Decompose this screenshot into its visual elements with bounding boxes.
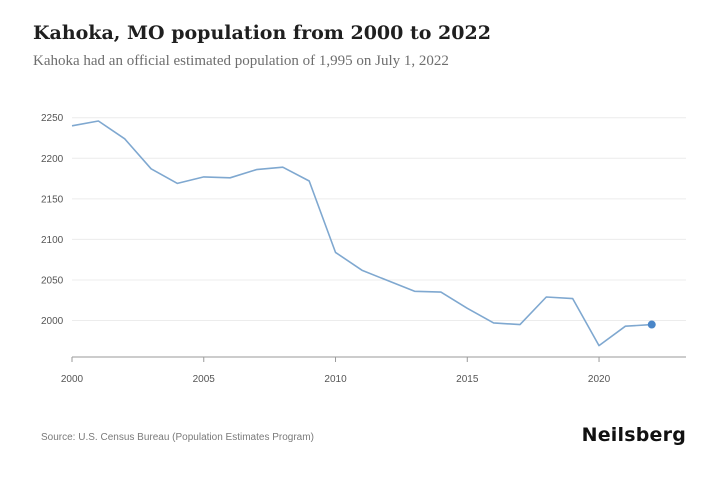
data-point-2000 — [70, 124, 74, 128]
series-line-0 — [71, 120, 652, 347]
latest-value-marker — [647, 320, 656, 329]
y-tick-label-2200: 2200 — [41, 154, 64, 165]
data-point-2007 — [254, 168, 258, 172]
source-note: Source: U.S. Census Bureau (Population E… — [41, 432, 314, 443]
data-point-2008 — [281, 165, 285, 169]
data-point-2012 — [386, 279, 390, 283]
x-tick-label-2020: 2020 — [588, 374, 611, 385]
y-tick-label-2050: 2050 — [41, 275, 64, 286]
brand-logo: Neilsberg — [581, 424, 686, 446]
data-point-2004 — [175, 181, 179, 185]
data-point-2017 — [518, 323, 522, 327]
data-point-2002 — [123, 137, 127, 141]
grid-lines — [72, 117, 686, 322]
y-tick-label-2150: 2150 — [41, 194, 64, 205]
data-point-2021 — [623, 324, 627, 328]
y-tick-label-2000: 2000 — [41, 316, 64, 327]
chart-title: Kahoka, MO population from 2000 to 2022 — [33, 22, 491, 44]
x-tick-label-2010: 2010 — [324, 374, 347, 385]
data-point-2010 — [334, 250, 338, 254]
x-tick-label-2015: 2015 — [456, 374, 479, 385]
y-tick-label-2250: 2250 — [41, 113, 64, 124]
data-point-2014 — [439, 290, 443, 294]
data-point-2001 — [96, 119, 100, 123]
data-point-2018 — [544, 295, 548, 299]
y-axis-ticks: 2000 2050 2100 2150 2200 2250 — [41, 113, 64, 327]
data-point-2005 — [202, 175, 206, 179]
x-tick-label-2000: 2000 — [61, 374, 84, 385]
data-point-2009 — [307, 179, 311, 183]
y-tick-label-2100: 2100 — [41, 235, 64, 246]
data-point-2019 — [571, 297, 575, 301]
data-point-2006 — [228, 176, 232, 180]
data-point-2015 — [465, 306, 469, 310]
data-point-2016 — [492, 321, 496, 325]
data-point-2003 — [149, 167, 153, 171]
x-tick-label-2005: 2005 — [193, 374, 216, 385]
data-point-2013 — [413, 289, 417, 293]
data-point-2011 — [360, 268, 364, 272]
x-axis-ticks: 2000 2005 2010 2015 2020 — [61, 357, 611, 385]
data-point-2020 — [597, 344, 601, 348]
chart-subtitle: Kahoka had an official estimated populat… — [33, 53, 449, 69]
series-layer — [70, 119, 656, 348]
